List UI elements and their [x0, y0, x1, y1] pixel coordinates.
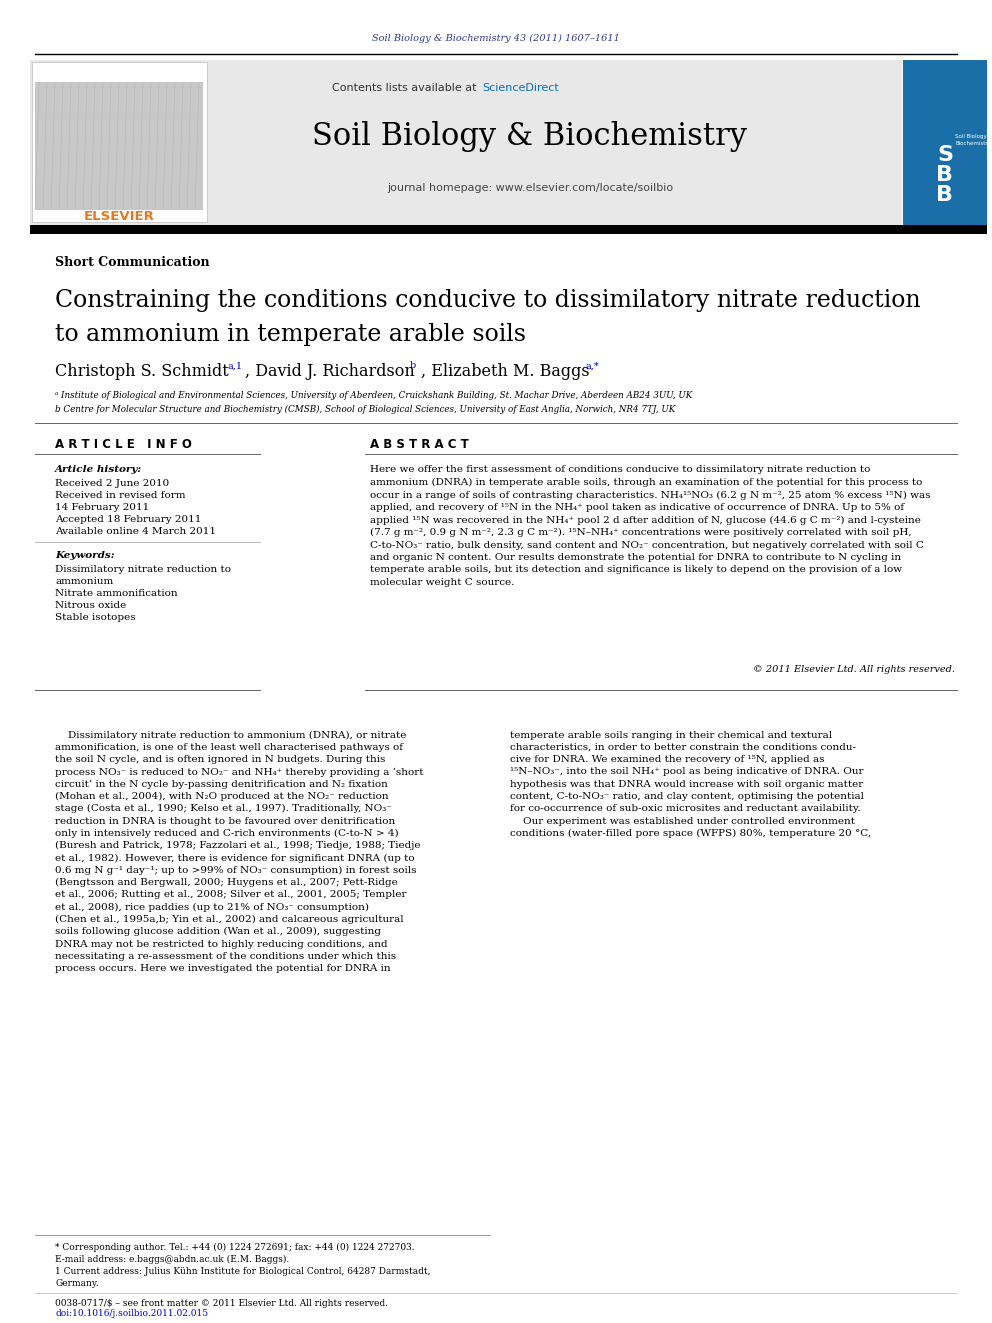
Text: DNRA may not be restricted to highly reducing conditions, and: DNRA may not be restricted to highly red… — [55, 939, 388, 949]
Bar — [35, 82, 203, 210]
Text: Stable isotopes: Stable isotopes — [55, 613, 136, 622]
Text: Christoph S. Schmidt: Christoph S. Schmidt — [55, 364, 229, 381]
Text: hypothesis was that DNRA would increase with soil organic matter: hypothesis was that DNRA would increase … — [510, 779, 863, 789]
Text: to ammonium in temperate arable soils: to ammonium in temperate arable soils — [55, 324, 526, 347]
Text: (Bengtsson and Bergwall, 2000; Huygens et al., 2007; Pett-Ridge: (Bengtsson and Bergwall, 2000; Huygens e… — [55, 878, 398, 888]
Text: cive for DNRA. We examined the recovery of ¹⁵N, applied as: cive for DNRA. We examined the recovery … — [510, 755, 824, 765]
Text: 1 Current address: Julius Kühn Institute for Biological Control, 64287 Darmstadt: 1 Current address: Julius Kühn Institute… — [55, 1266, 431, 1275]
Text: Received in revised form: Received in revised form — [55, 491, 186, 500]
Text: reduction in DNRA is thought to be favoured over denitrification: reduction in DNRA is thought to be favou… — [55, 816, 395, 826]
Bar — [32, 62, 207, 222]
Text: ᵃ Institute of Biological and Environmental Sciences, University of Aberdeen, Cr: ᵃ Institute of Biological and Environmen… — [55, 390, 692, 400]
Text: process NO₃⁻ is reduced to NO₂⁻ and NH₄⁺ thereby providing a ‘short: process NO₃⁻ is reduced to NO₂⁻ and NH₄⁺… — [55, 767, 424, 777]
Text: et al., 1982). However, there is evidence for significant DNRA (up to: et al., 1982). However, there is evidenc… — [55, 853, 415, 863]
Text: (Buresh and Patrick, 1978; Fazzolari et al., 1998; Tiedje, 1988; Tiedje: (Buresh and Patrick, 1978; Fazzolari et … — [55, 841, 421, 851]
Text: et al., 2008), rice paddies (up to 21% of NO₃⁻ consumption): et al., 2008), rice paddies (up to 21% o… — [55, 902, 369, 912]
Text: © 2011 Elsevier Ltd. All rights reserved.: © 2011 Elsevier Ltd. All rights reserved… — [753, 665, 955, 675]
Text: circuit’ in the N cycle by-passing denitrification and N₂ fixation: circuit’ in the N cycle by-passing denit… — [55, 779, 388, 789]
Text: Soil Biology &
Biochemistry: Soil Biology & Biochemistry — [955, 135, 992, 146]
Text: necessitating a re-assessment of the conditions under which this: necessitating a re-assessment of the con… — [55, 953, 396, 960]
Text: , David J. Richardson: , David J. Richardson — [245, 364, 415, 381]
Text: characteristics, in order to better constrain the conditions condu-: characteristics, in order to better cons… — [510, 742, 856, 751]
Text: Received 2 June 2010: Received 2 June 2010 — [55, 479, 170, 487]
Text: content, C-to-NO₃⁻ ratio, and clay content, optimising the potential: content, C-to-NO₃⁻ ratio, and clay conte… — [510, 792, 864, 800]
Text: S: S — [937, 146, 953, 165]
Text: ELSEVIER: ELSEVIER — [83, 209, 155, 222]
Text: Nitrate ammonification: Nitrate ammonification — [55, 589, 178, 598]
Bar — [903, 60, 987, 225]
Text: occur in a range of soils of contrasting characteristics. NH₄¹⁵NO₃ (6.2 g N m⁻²,: occur in a range of soils of contrasting… — [370, 491, 930, 500]
Bar — [30, 60, 902, 225]
Text: Soil Biology & Biochemistry: Soil Biology & Biochemistry — [312, 120, 748, 152]
Text: E-mail address: e.baggs@abdn.ac.uk (E.M. Baggs).: E-mail address: e.baggs@abdn.ac.uk (E.M.… — [55, 1254, 290, 1263]
Text: Constraining the conditions conducive to dissimilatory nitrate reduction: Constraining the conditions conducive to… — [55, 288, 921, 311]
Bar — [30, 225, 987, 234]
Text: a,1: a,1 — [227, 361, 242, 370]
Text: stage (Costa et al., 1990; Kelso et al., 1997). Traditionally, NO₃⁻: stage (Costa et al., 1990; Kelso et al.,… — [55, 804, 392, 814]
Text: and organic N content. Our results demonstrate the potential for DNRA to contrib: and organic N content. Our results demon… — [370, 553, 901, 562]
Text: Here we offer the first assessment of conditions conducive to dissimilatory nitr: Here we offer the first assessment of co… — [370, 466, 870, 475]
Text: Accepted 18 February 2011: Accepted 18 February 2011 — [55, 515, 201, 524]
Text: Article history:: Article history: — [55, 466, 142, 475]
Text: process occurs. Here we investigated the potential for DNRA in: process occurs. Here we investigated the… — [55, 964, 391, 974]
Text: Dissimilatory nitrate reduction to: Dissimilatory nitrate reduction to — [55, 565, 231, 573]
Text: ScienceDirect: ScienceDirect — [482, 83, 558, 93]
Text: Available online 4 March 2011: Available online 4 March 2011 — [55, 527, 216, 536]
Text: applied, and recovery of ¹⁵N in the NH₄⁺ pool taken as indicative of occurrence : applied, and recovery of ¹⁵N in the NH₄⁺… — [370, 503, 904, 512]
Text: applied ¹⁵N was recovered in the NH₄⁺ pool 2 d after addition of N, glucose (44.: applied ¹⁵N was recovered in the NH₄⁺ po… — [370, 516, 921, 524]
Text: (Chen et al., 1995a,b; Yin et al., 2002) and calcareous agricultural: (Chen et al., 1995a,b; Yin et al., 2002)… — [55, 916, 404, 923]
Text: C-to-NO₃⁻ ratio, bulk density, sand content and NO₂⁻ concentration, but negative: C-to-NO₃⁻ ratio, bulk density, sand cont… — [370, 541, 924, 549]
Text: doi:10.1016/j.soilbio.2011.02.015: doi:10.1016/j.soilbio.2011.02.015 — [55, 1310, 208, 1319]
Text: 14 February 2011: 14 February 2011 — [55, 503, 149, 512]
Text: temperate arable soils, but its detection and significance is likely to depend o: temperate arable soils, but its detectio… — [370, 565, 902, 574]
Text: b Centre for Molecular Structure and Biochemistry (CMSB), School of Biological S: b Centre for Molecular Structure and Bio… — [55, 405, 676, 414]
Text: Soil Biology & Biochemistry 43 (2011) 1607–1611: Soil Biology & Biochemistry 43 (2011) 16… — [372, 33, 620, 42]
Text: * Corresponding author. Tel.: +44 (0) 1224 272691; fax: +44 (0) 1224 272703.: * Corresponding author. Tel.: +44 (0) 12… — [55, 1242, 415, 1252]
Text: , Elizabeth M. Baggs: , Elizabeth M. Baggs — [421, 364, 589, 381]
Text: Our experiment was established under controlled environment: Our experiment was established under con… — [510, 816, 855, 826]
Text: for co-occurrence of sub-oxic microsites and reductant availability.: for co-occurrence of sub-oxic microsites… — [510, 804, 861, 814]
Text: ammonium: ammonium — [55, 577, 113, 586]
Text: Contents lists available at: Contents lists available at — [332, 83, 480, 93]
Text: B: B — [936, 185, 953, 205]
Text: (7.7 g m⁻², 0.9 g N m⁻², 2.3 g C m⁻²). ¹⁵N–NH₄⁺ concentrations were positively c: (7.7 g m⁻², 0.9 g N m⁻², 2.3 g C m⁻²). ¹… — [370, 528, 912, 537]
Text: ammonium (DNRA) in temperate arable soils, through an examination of the potenti: ammonium (DNRA) in temperate arable soil… — [370, 478, 923, 487]
Text: molecular weight C source.: molecular weight C source. — [370, 578, 515, 587]
Text: (Mohan et al., 2004), with N₂O produced at the NO₂⁻ reduction: (Mohan et al., 2004), with N₂O produced … — [55, 792, 389, 800]
Text: soils following glucose addition (Wan et al., 2009), suggesting: soils following glucose addition (Wan et… — [55, 927, 381, 937]
Text: b: b — [410, 361, 417, 370]
Text: Germany.: Germany. — [55, 1278, 98, 1287]
Text: temperate arable soils ranging in their chemical and textural: temperate arable soils ranging in their … — [510, 730, 832, 740]
Text: Keywords:: Keywords: — [55, 552, 115, 561]
Text: Short Communication: Short Communication — [55, 255, 209, 269]
Text: ammonification, is one of the least well characterised pathways of: ammonification, is one of the least well… — [55, 742, 403, 751]
Text: Dissimilatory nitrate reduction to ammonium (DNRA), or nitrate: Dissimilatory nitrate reduction to ammon… — [55, 730, 407, 740]
Text: only in intensively reduced and C-rich environments (C-to-N > 4): only in intensively reduced and C-rich e… — [55, 828, 399, 837]
Text: the soil N cycle, and is often ignored in N budgets. During this: the soil N cycle, and is often ignored i… — [55, 755, 385, 765]
Text: a,*: a,* — [586, 361, 600, 370]
Text: journal homepage: www.elsevier.com/locate/soilbio: journal homepage: www.elsevier.com/locat… — [387, 183, 673, 193]
Text: 0.6 mg N g⁻¹ day⁻¹; up to >99% of NO₃⁻ consumption) in forest soils: 0.6 mg N g⁻¹ day⁻¹; up to >99% of NO₃⁻ c… — [55, 865, 417, 875]
Text: 0038-0717/$ – see front matter © 2011 Elsevier Ltd. All rights reserved.: 0038-0717/$ – see front matter © 2011 El… — [55, 1298, 388, 1307]
Text: A R T I C L E   I N F O: A R T I C L E I N F O — [55, 438, 191, 451]
Text: B: B — [936, 165, 953, 185]
Text: Nitrous oxide: Nitrous oxide — [55, 601, 126, 610]
Text: et al., 2006; Rutting et al., 2008; Silver et al., 2001, 2005; Templer: et al., 2006; Rutting et al., 2008; Silv… — [55, 890, 407, 900]
Text: ¹⁵N–NO₃⁻, into the soil NH₄⁺ pool as being indicative of DNRA. Our: ¹⁵N–NO₃⁻, into the soil NH₄⁺ pool as bei… — [510, 767, 863, 777]
Text: A B S T R A C T: A B S T R A C T — [370, 438, 469, 451]
Text: conditions (water-filled pore space (WFPS) 80%, temperature 20 °C,: conditions (water-filled pore space (WFP… — [510, 828, 871, 837]
